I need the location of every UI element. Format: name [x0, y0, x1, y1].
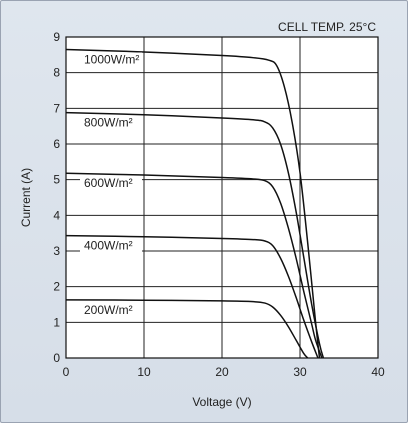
series-label-background — [80, 302, 142, 317]
series-label-background — [80, 52, 142, 67]
y-tick-label: 8 — [53, 66, 60, 80]
series-curves — [65, 48, 325, 359]
x-tick-label: 30 — [293, 365, 307, 379]
series-label-background — [80, 238, 142, 253]
series-label: 400W/m² — [84, 239, 133, 253]
series-label-background — [80, 115, 142, 130]
y-axis-label: Current (A) — [19, 168, 33, 227]
series-label-background — [80, 176, 142, 191]
y-tick-labels: 0 1 2 3 4 5 6 7 8 9 — [53, 30, 60, 365]
series-curve — [65, 172, 323, 359]
y-tick-label: 0 — [53, 351, 60, 365]
x-tick-label: 20 — [215, 365, 229, 379]
y-tick-label: 2 — [53, 280, 60, 294]
cell-temp-annotation: CELL TEMP. 25°C — [278, 20, 376, 34]
y-tick-label: 4 — [53, 208, 60, 222]
x-axis-label: Voltage (V) — [192, 395, 251, 409]
x-tick-label: 10 — [137, 365, 151, 379]
series-label: 1000W/m² — [84, 52, 139, 66]
series-curve — [65, 234, 319, 359]
series-label: 600W/m² — [84, 176, 133, 190]
series-curve — [65, 48, 321, 359]
series-label: 800W/m² — [84, 116, 133, 130]
x-tick-label: 40 — [371, 365, 385, 379]
y-tick-label: 9 — [53, 30, 60, 44]
y-tick-label: 6 — [53, 137, 60, 151]
plot-area — [65, 36, 379, 359]
series-label: 200W/m² — [84, 303, 133, 317]
y-tick-label: 5 — [53, 173, 60, 187]
y-tick-label: 3 — [53, 244, 60, 258]
y-tick-label: 1 — [53, 315, 60, 329]
series-curve — [65, 299, 309, 359]
x-tick-label: 0 — [63, 365, 70, 379]
x-tick-labels: 0 10 20 30 40 — [63, 365, 385, 379]
series-labels: 1000W/m² 800W/m² 600W/m² 400W/m² 200W/m² — [80, 52, 142, 317]
series-curve — [65, 111, 325, 359]
y-tick-label: 7 — [53, 101, 60, 115]
